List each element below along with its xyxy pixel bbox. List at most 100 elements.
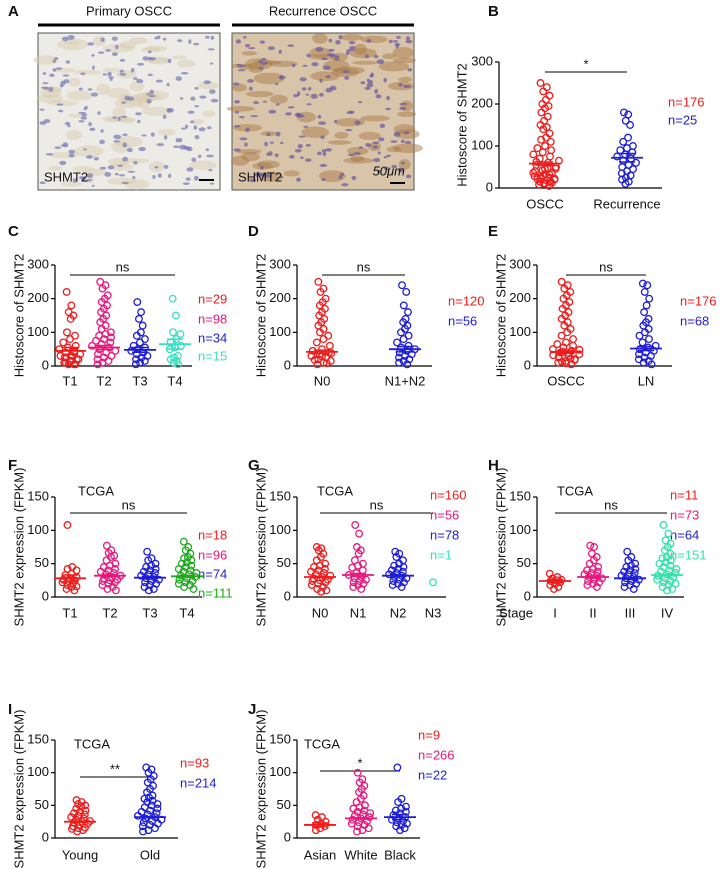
nucleus	[97, 111, 101, 115]
nucleus	[354, 120, 361, 126]
nucleus	[148, 56, 152, 60]
nucleus	[175, 138, 180, 143]
nucleus	[111, 36, 118, 41]
error-bar	[167, 338, 183, 350]
nucleus	[133, 77, 138, 80]
legend-label: n=74	[198, 566, 227, 581]
data-point	[594, 563, 603, 571]
tissue	[112, 106, 126, 118]
data-point	[106, 328, 115, 337]
data-point	[72, 796, 81, 805]
tissue	[252, 162, 273, 170]
tissue	[124, 179, 150, 190]
nucleus	[146, 93, 150, 96]
tissue	[392, 57, 417, 64]
nucleus	[357, 101, 363, 104]
nucleus	[325, 148, 332, 152]
nucleus	[72, 178, 77, 183]
nucleus	[54, 56, 59, 60]
nucleus	[156, 143, 165, 147]
nucleus	[401, 161, 405, 165]
panel-letter: F	[8, 457, 17, 474]
nucleus	[398, 83, 403, 87]
nucleus	[188, 39, 192, 45]
nucleus	[386, 154, 391, 158]
nucleus	[205, 148, 210, 152]
nucleus	[67, 34, 75, 40]
x-tick-label: T2	[96, 373, 111, 388]
nucleus	[289, 154, 295, 159]
nucleus	[287, 44, 295, 47]
error-bar	[312, 575, 328, 579]
data-point	[621, 179, 630, 188]
nucleus	[366, 38, 372, 43]
nucleus	[351, 175, 357, 181]
nucleus	[236, 63, 242, 67]
x-tick-label: N1	[350, 605, 367, 620]
data-point	[400, 824, 409, 833]
y-tick-label: 150	[509, 488, 531, 503]
nucleus	[364, 86, 371, 90]
data-point	[558, 358, 566, 366]
nucleus	[175, 76, 182, 81]
data-point	[635, 331, 644, 340]
error-bar	[312, 822, 328, 828]
data-point	[394, 798, 403, 807]
nucleus	[268, 109, 277, 114]
data-point	[152, 809, 161, 818]
x-tick-label: T1	[62, 605, 77, 620]
nucleus	[54, 146, 62, 149]
tissue	[231, 83, 247, 92]
data-point	[63, 328, 71, 337]
data-point	[566, 354, 575, 363]
x-tick-label: T3	[142, 605, 157, 620]
nucleus	[132, 175, 136, 180]
data-point	[529, 150, 538, 159]
tissue	[353, 43, 368, 55]
nucleus	[373, 157, 381, 163]
data-point	[557, 314, 566, 323]
data-point	[153, 804, 162, 813]
data-point	[169, 358, 178, 367]
nucleus	[311, 62, 319, 67]
nucleus	[39, 108, 45, 111]
nucleus	[193, 175, 199, 181]
nucleus	[186, 167, 194, 172]
data-point	[131, 360, 140, 369]
nucleus	[358, 146, 364, 149]
nucleus	[194, 105, 200, 108]
nucleus	[49, 73, 55, 78]
nucleus	[58, 109, 64, 113]
y-axis-label: SHMT2 expression (FPKM)	[11, 468, 26, 627]
nucleus	[166, 82, 170, 87]
nucleus	[233, 148, 242, 152]
nucleus	[138, 146, 146, 152]
tissue	[142, 106, 173, 117]
nucleus	[42, 82, 49, 85]
nucleus	[349, 45, 356, 51]
nucleus	[193, 42, 200, 46]
data-point	[94, 350, 102, 359]
nucleus	[137, 119, 141, 124]
data-point	[640, 287, 649, 296]
y-tick-label: 100	[509, 522, 531, 537]
panel-letter: B	[488, 3, 499, 20]
nucleus	[207, 48, 215, 51]
y-tick-label: 0	[486, 179, 493, 194]
data-point	[623, 547, 632, 556]
nucleus	[383, 156, 388, 159]
error-bar	[638, 345, 654, 352]
nucleus	[122, 133, 128, 137]
y-tick-label: 300	[27, 256, 49, 271]
nucleus	[238, 116, 245, 119]
panel-letter: A	[8, 3, 19, 20]
nucleus	[210, 98, 219, 103]
nucleus	[395, 35, 402, 39]
y-axis-label: Histoscore of SHMT2	[11, 254, 26, 378]
nucleus	[122, 142, 127, 148]
data-point	[143, 788, 151, 797]
data-point	[645, 294, 654, 303]
nucleus	[168, 173, 172, 179]
tissue	[61, 180, 83, 187]
nucleus	[52, 59, 57, 63]
